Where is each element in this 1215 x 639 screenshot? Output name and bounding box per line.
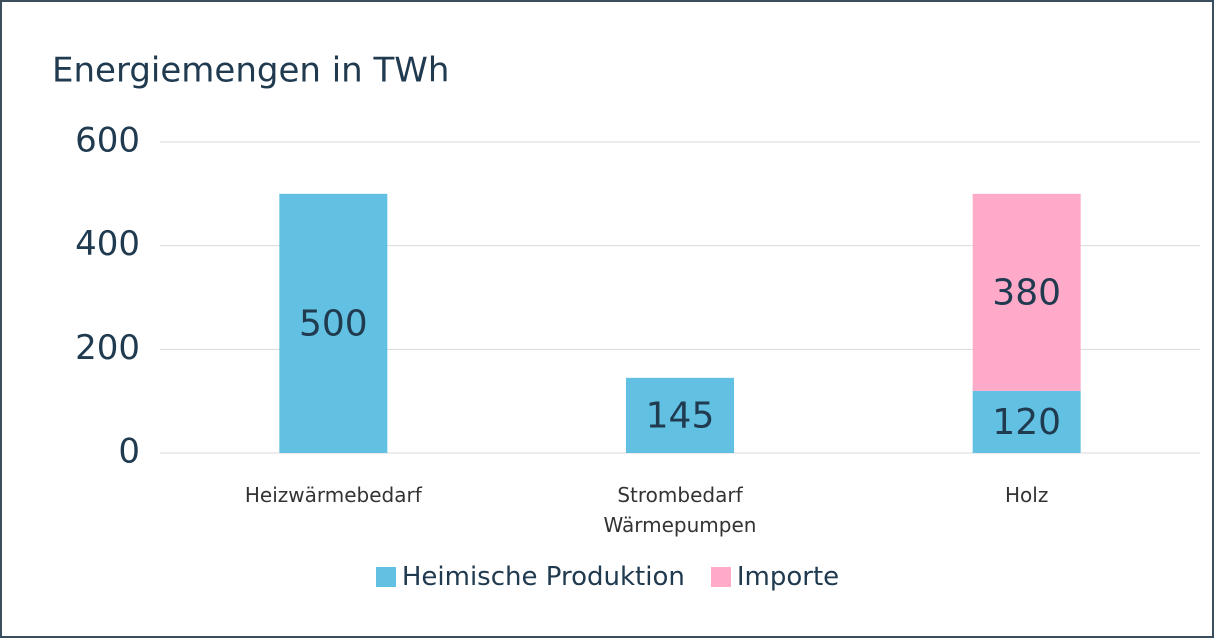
legend-swatch [710, 567, 731, 587]
legend: Heimische Produktion Importe [0, 562, 1215, 592]
data-label: 500 [299, 303, 368, 344]
data-label: 380 [992, 272, 1061, 313]
x-tick-label: Holz [1004, 483, 1049, 507]
bar-segment [279, 193, 388, 454]
x-tick-label: Strombedarf Wärmepumpen [603, 483, 757, 537]
legend-label: Heimische Produktion [401, 562, 685, 592]
bar-segment [972, 390, 1081, 453]
legend-label: Importe [736, 562, 840, 592]
data-label: 120 [992, 402, 1061, 443]
y-tick-label: 400 [75, 224, 140, 264]
y-tick-label: 600 [75, 121, 140, 161]
legend-item: Importe [710, 562, 840, 592]
bar-segment [972, 193, 1081, 391]
y-tick-label: 200 [75, 328, 140, 368]
chart-title: Energiemengen in TWh [52, 51, 449, 91]
data-label: 145 [646, 395, 715, 436]
y-tick-label: 0 [118, 432, 140, 472]
legend-swatch [375, 567, 396, 587]
legend-item: Heimische Produktion [375, 562, 685, 592]
x-tick-label: Heizwärmebedarf [244, 483, 422, 507]
bar-segment [626, 377, 734, 453]
